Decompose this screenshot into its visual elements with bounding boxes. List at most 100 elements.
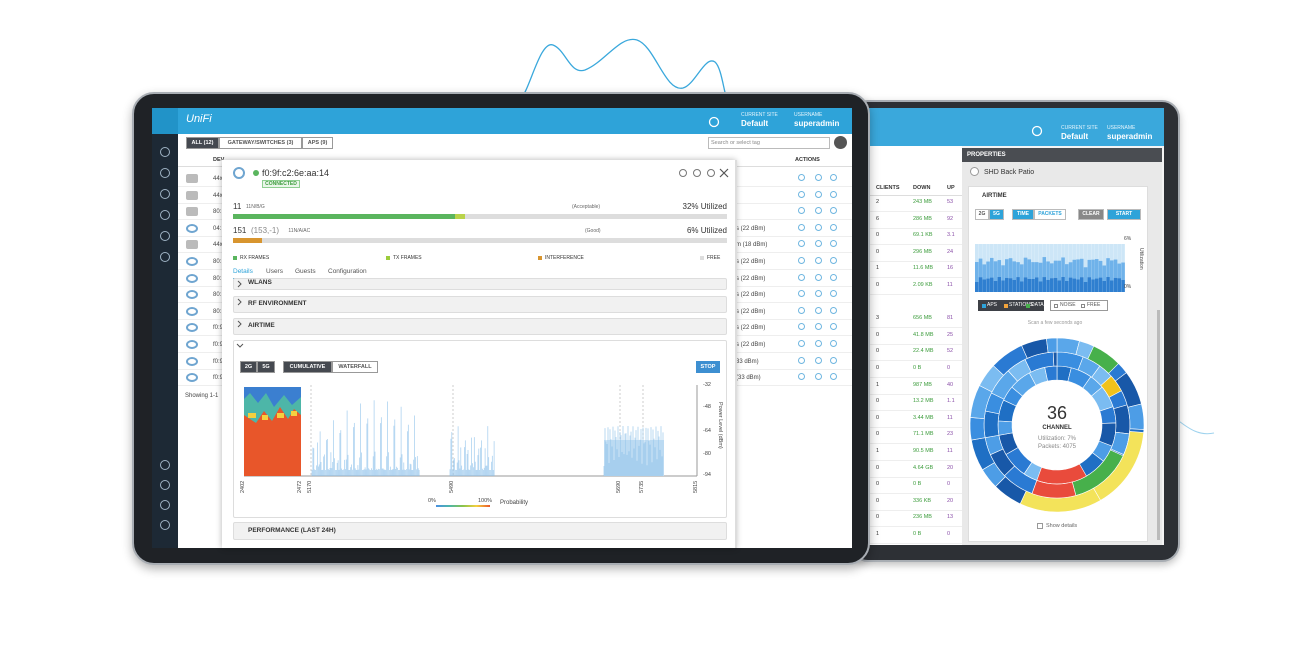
panel-tab[interactable]: Configuration [328, 268, 367, 275]
button-label[interactable]: START [1115, 211, 1133, 217]
util-bar [990, 277, 994, 292]
util-bar [1087, 259, 1092, 278]
legend-swatch [1026, 304, 1030, 308]
donut-segment [1019, 487, 1101, 513]
row-line [868, 327, 962, 329]
utilized: 6% Utilized [686, 226, 727, 235]
x-label: 5690 [616, 480, 622, 493]
device-icon [186, 290, 198, 300]
legend-label: STATIONS [1009, 302, 1034, 308]
panel-tab[interactable]: Details [233, 268, 253, 275]
util-bar [1091, 279, 1095, 292]
util-bar [1117, 263, 1122, 279]
scale-label: 100% [478, 498, 493, 504]
int-bar [233, 238, 262, 243]
device-icon [186, 340, 198, 349]
button-label[interactable]: 2G [978, 211, 986, 217]
button-label[interactable]: PACKETS [1038, 211, 1062, 217]
button-label[interactable]: STOP [700, 364, 716, 370]
panel-tab[interactable]: Users [266, 268, 283, 275]
device-info: (33 dBm) [736, 375, 761, 382]
util-bar [1008, 278, 1013, 292]
nav-icon [160, 231, 170, 241]
util-bar [1095, 259, 1099, 279]
cell: 0 [876, 431, 880, 438]
section-title[interactable]: RF ENVIRONMENT [248, 300, 307, 307]
button-label[interactable]: 5G [993, 211, 1000, 217]
quality: (Good) [585, 228, 601, 234]
device-info: s (22 dBm) [736, 292, 766, 299]
chevron [237, 320, 242, 328]
device-icon [186, 306, 198, 316]
heat [244, 387, 301, 407]
util-bar [1110, 280, 1114, 292]
legend-label: DATA [1031, 302, 1044, 308]
util-bar [1046, 261, 1050, 280]
chevron [236, 343, 244, 348]
button [975, 209, 989, 220]
util-bar [1083, 281, 1088, 292]
row-line [868, 426, 962, 428]
search-placeholder[interactable]: Search or select tag [711, 140, 760, 146]
tx-bar [455, 214, 465, 219]
util-bar [1035, 277, 1039, 292]
wave-line [519, 38, 729, 103]
util-bar [990, 257, 994, 278]
cell: 16 [947, 265, 954, 272]
cell: 24 [947, 248, 954, 255]
refresh-icon [1031, 125, 1043, 137]
button-label[interactable]: 5G [262, 364, 270, 370]
button-label[interactable]: TIME [1017, 211, 1029, 217]
util-bar [1031, 278, 1035, 292]
cell: 987 MB [913, 381, 932, 388]
search-button [834, 136, 847, 149]
button-label[interactable]: CLEAR [1082, 211, 1100, 217]
util-bar [1091, 259, 1095, 280]
button-label[interactable]: 2G [244, 364, 253, 370]
cell: 41.8 MB [913, 331, 934, 338]
row-line [868, 410, 962, 412]
legend-swatch [982, 304, 986, 308]
device-icon [186, 273, 198, 283]
button-label[interactable]: CUMULATIVE [289, 364, 326, 370]
cell: 0 [876, 497, 880, 504]
tab-label[interactable]: ALL (12) [191, 140, 214, 146]
device-icon [186, 373, 198, 383]
show-details[interactable]: Show details [1046, 523, 1078, 529]
action-icon [815, 323, 822, 331]
device-name: 80: [213, 275, 222, 282]
scrollbar [1157, 310, 1160, 540]
action-icon [798, 190, 805, 198]
cell: 53 [947, 199, 954, 205]
cell: 0 [876, 481, 880, 488]
button-label[interactable]: WATERFALL [338, 364, 372, 370]
site-label: CURRENT SITE [741, 112, 778, 118]
donut-segment [969, 417, 986, 441]
cell: 0 [947, 481, 951, 488]
donut-segment [1113, 404, 1131, 435]
section-title[interactable]: AIRTIME [248, 322, 275, 329]
button [257, 361, 275, 373]
button [989, 209, 1004, 220]
panel-tab[interactable]: Guests [295, 268, 316, 275]
section-title[interactable]: WLANS [248, 279, 272, 286]
x-label: 2402 [240, 480, 246, 493]
device-name: f0:9 [213, 375, 224, 382]
section-title[interactable]: PERFORMANCE (LAST 24H) [248, 527, 336, 534]
device-icon [186, 207, 198, 217]
quality: (Acceptable) [572, 204, 601, 210]
tab-label[interactable]: APS (9) [307, 140, 328, 146]
cell: 71.1 MB [913, 431, 934, 438]
user: superadmin [1107, 132, 1153, 141]
properties-bar [962, 148, 1162, 162]
cell: 3 [876, 315, 880, 322]
donut-segment [1052, 351, 1058, 367]
util-bar [1020, 281, 1024, 292]
util-bar [1005, 259, 1009, 278]
device-name: 80: [213, 209, 222, 216]
logo: UniFi [186, 113, 212, 125]
refresh [1031, 125, 1043, 137]
panel-scroll [735, 160, 737, 548]
tab-label[interactable]: GATEWAY/SWITCHES (3) [227, 140, 294, 146]
